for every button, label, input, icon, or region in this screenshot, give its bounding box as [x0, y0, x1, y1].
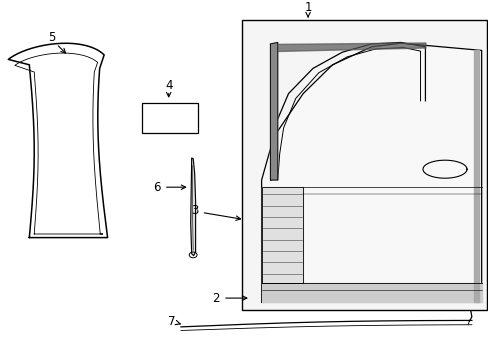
Polygon shape: [190, 158, 195, 256]
Text: 3: 3: [190, 204, 198, 217]
Polygon shape: [473, 50, 478, 302]
Polygon shape: [261, 187, 303, 283]
Text: 2: 2: [212, 292, 220, 305]
Polygon shape: [270, 42, 277, 180]
Bar: [242, 20, 486, 310]
Text: 1: 1: [304, 1, 311, 14]
Bar: [142, 103, 198, 133]
Text: 5: 5: [47, 31, 55, 44]
Text: 6: 6: [152, 181, 160, 194]
Text: 4: 4: [164, 79, 172, 92]
Text: 7: 7: [168, 315, 176, 328]
Polygon shape: [261, 43, 481, 302]
